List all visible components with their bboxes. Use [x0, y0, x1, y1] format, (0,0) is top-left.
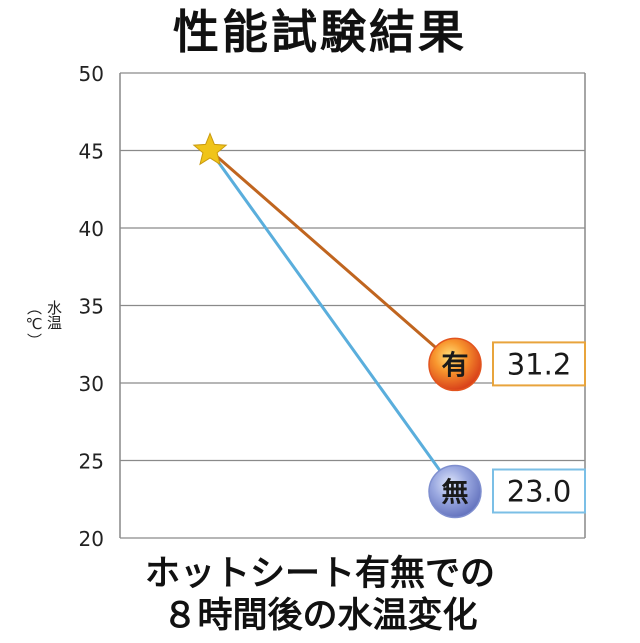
chart-title: 性能試験結果 [173, 5, 467, 59]
data-label-1: 23.0 [507, 475, 572, 509]
y-tick-label-20: 20 [79, 527, 104, 551]
start-point-star-icon [192, 132, 228, 166]
y-tick-label-35: 35 [79, 295, 104, 319]
y-tick-label-45: 45 [79, 140, 104, 164]
data-label-0: 31.2 [507, 347, 572, 381]
caption-line-2: ８時間後の水温変化 [162, 596, 478, 636]
y-tick-label-25: 25 [79, 450, 104, 474]
series-name-0: 有 [442, 350, 469, 381]
chart-caption: ホットシート有無での ８時間後の水温変化 [0, 553, 640, 637]
series-badge-1 [428, 464, 482, 519]
value-box-0 [492, 341, 586, 387]
series-line-0 [209, 149, 456, 366]
caption-line-1: ホットシート有無での [144, 554, 495, 594]
y-axis-label: 水温 （℃） [25, 300, 63, 348]
series-name-1: 無 [442, 478, 469, 509]
y-tick-label-40: 40 [79, 217, 104, 241]
y-tick-label-50: 50 [79, 62, 104, 86]
value-box-1 [492, 468, 586, 514]
series-line-1 [208, 149, 457, 493]
y-tick-label-30: 30 [79, 372, 104, 396]
series-badge-0 [428, 337, 482, 392]
